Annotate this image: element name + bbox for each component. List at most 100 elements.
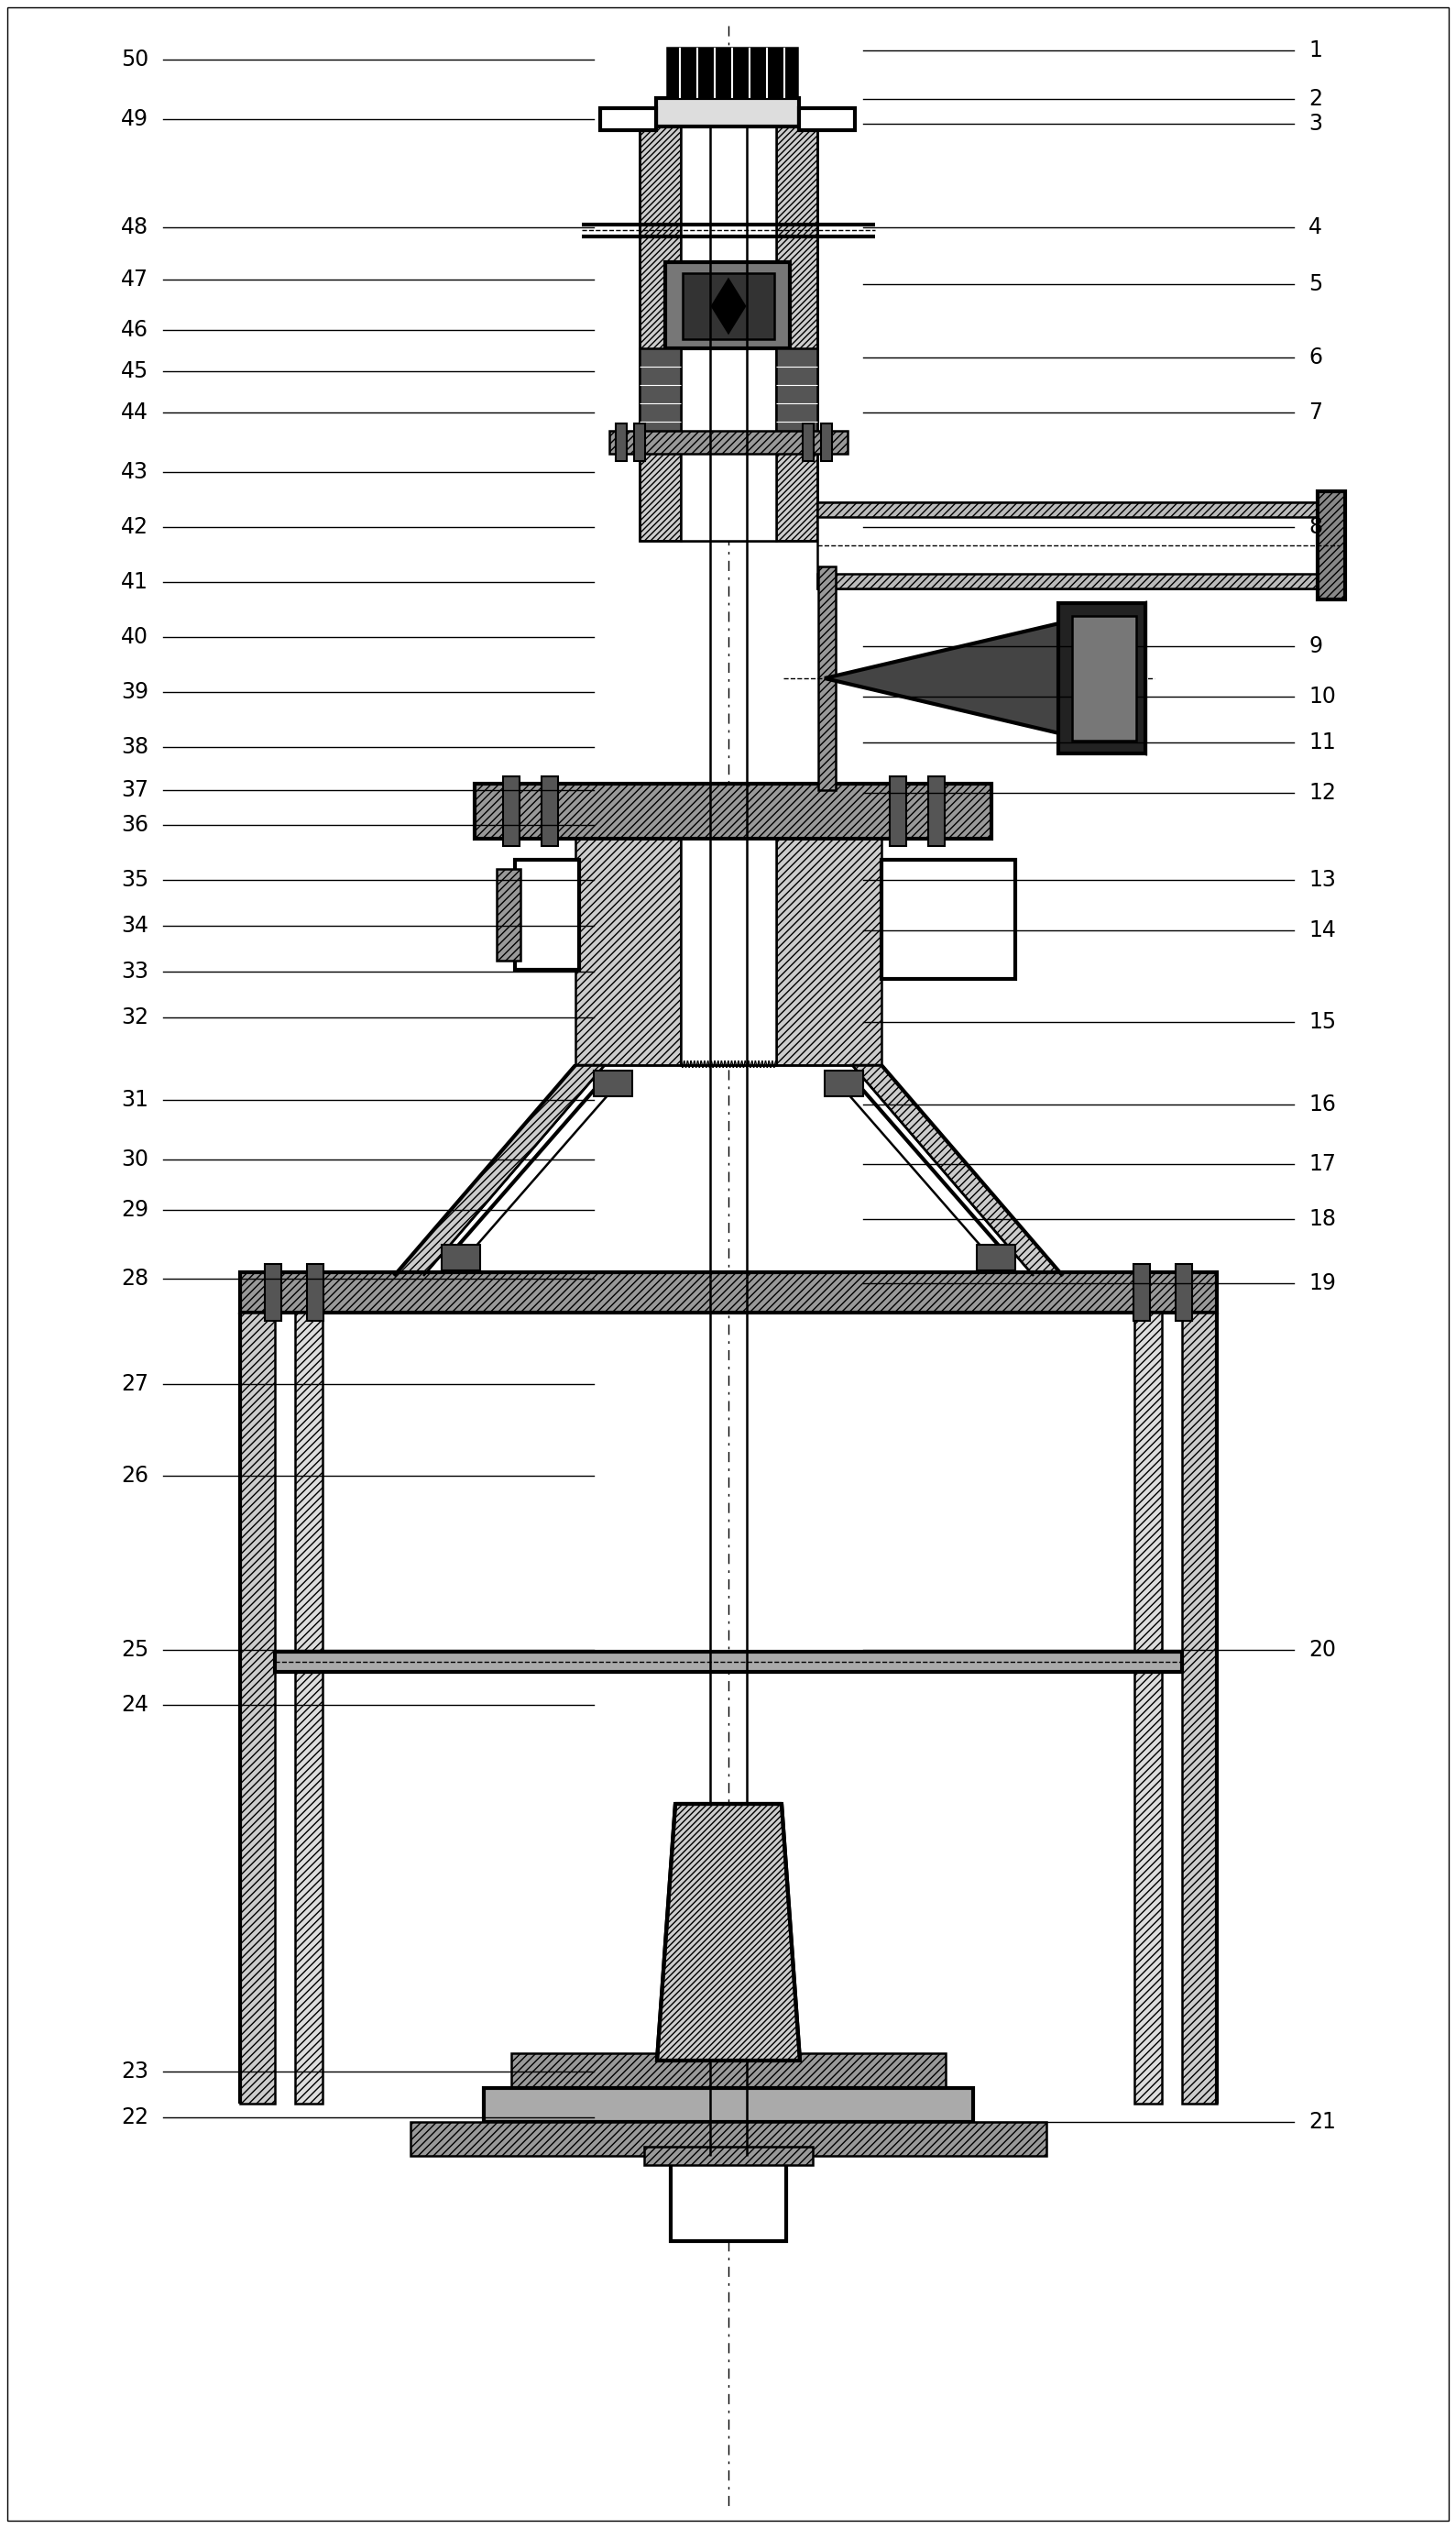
Polygon shape (824, 604, 1146, 753)
Bar (475, 784, 992, 839)
Bar (1175, 1264, 1192, 1320)
Bar (667, 48, 798, 99)
Bar (802, 425, 814, 460)
Text: 17: 17 (1309, 1153, 1335, 1176)
Polygon shape (657, 1805, 799, 2060)
Bar (575, 839, 681, 1064)
Bar (1318, 490, 1345, 599)
Text: 36: 36 (121, 814, 149, 837)
Text: 16: 16 (1309, 1095, 1335, 1115)
Text: 42: 42 (121, 516, 149, 538)
Bar (1072, 617, 1136, 741)
Bar (818, 566, 836, 791)
Text: 38: 38 (121, 736, 149, 758)
Bar (681, 839, 776, 1064)
Text: 35: 35 (121, 870, 149, 890)
Text: 22: 22 (121, 2106, 149, 2129)
Bar (542, 776, 558, 847)
Text: 3: 3 (1309, 114, 1322, 134)
Text: 29: 29 (121, 1198, 149, 1221)
Bar (657, 99, 799, 126)
Bar (265, 1264, 281, 1320)
Text: 6: 6 (1309, 346, 1322, 369)
Bar (594, 1069, 632, 1097)
Bar (639, 126, 681, 541)
Text: 13: 13 (1309, 870, 1335, 890)
Bar (929, 776, 945, 847)
Bar (881, 860, 1015, 978)
Bar (681, 126, 776, 541)
Text: 26: 26 (121, 1464, 149, 1486)
Bar (817, 503, 1324, 516)
Text: 33: 33 (121, 961, 149, 983)
Text: 46: 46 (121, 319, 149, 341)
Bar (1059, 604, 1146, 753)
Bar (1134, 1312, 1162, 2103)
Bar (296, 1312, 323, 2103)
Text: 7: 7 (1309, 402, 1322, 425)
Bar (240, 1312, 275, 2103)
Text: 30: 30 (121, 1148, 149, 1170)
Bar (496, 870, 520, 961)
Bar (817, 574, 1324, 589)
Text: 41: 41 (121, 571, 149, 594)
Polygon shape (395, 1064, 604, 1277)
Text: 9: 9 (1309, 635, 1322, 657)
Text: 19: 19 (1309, 1272, 1335, 1294)
Text: 8: 8 (1309, 516, 1322, 538)
Bar (633, 425, 645, 460)
Bar (411, 2121, 1047, 2156)
Text: 50: 50 (121, 48, 149, 71)
Text: 48: 48 (121, 217, 149, 238)
Bar (504, 776, 520, 847)
Text: 27: 27 (121, 1373, 149, 1395)
Text: 12: 12 (1309, 781, 1335, 804)
Text: 10: 10 (1309, 685, 1335, 708)
Bar (610, 430, 847, 453)
Bar (671, 2156, 786, 2242)
Text: 18: 18 (1309, 1208, 1337, 1231)
Text: 44: 44 (121, 402, 149, 425)
Text: 43: 43 (121, 460, 149, 483)
Text: 49: 49 (121, 109, 149, 129)
Polygon shape (712, 281, 745, 334)
Text: 25: 25 (121, 1638, 149, 1661)
Bar (275, 1651, 1182, 1671)
Text: 34: 34 (121, 915, 149, 938)
Text: 28: 28 (121, 1267, 149, 1289)
Bar (799, 109, 855, 129)
Bar (776, 126, 817, 541)
Text: 15: 15 (1309, 1011, 1337, 1034)
Bar (1133, 1264, 1150, 1320)
Bar (307, 1264, 323, 1320)
Bar (511, 2053, 945, 2088)
Text: 39: 39 (121, 680, 149, 703)
Bar (240, 1272, 1217, 1312)
Bar (639, 349, 681, 432)
Bar (644, 2146, 812, 2164)
Bar (890, 776, 906, 847)
Text: 20: 20 (1309, 1638, 1337, 1661)
Polygon shape (852, 1064, 1063, 1277)
Bar (616, 425, 626, 460)
Text: 23: 23 (121, 2060, 149, 2083)
Bar (977, 1244, 1015, 1272)
Bar (1182, 1312, 1217, 2103)
Text: 5: 5 (1309, 273, 1322, 296)
Text: 4: 4 (1309, 217, 1322, 238)
Bar (776, 349, 817, 432)
Text: 47: 47 (121, 268, 149, 291)
Bar (824, 1069, 863, 1097)
Text: 37: 37 (121, 779, 149, 801)
Bar (639, 126, 817, 541)
Bar (600, 109, 657, 129)
Text: 32: 32 (121, 1006, 149, 1029)
Text: 14: 14 (1309, 920, 1335, 940)
Text: 11: 11 (1309, 731, 1335, 753)
Bar (441, 1244, 480, 1272)
Bar (683, 273, 775, 339)
Bar (817, 503, 1340, 589)
Text: 40: 40 (121, 627, 149, 647)
Bar (515, 860, 579, 971)
Bar (483, 2088, 973, 2121)
